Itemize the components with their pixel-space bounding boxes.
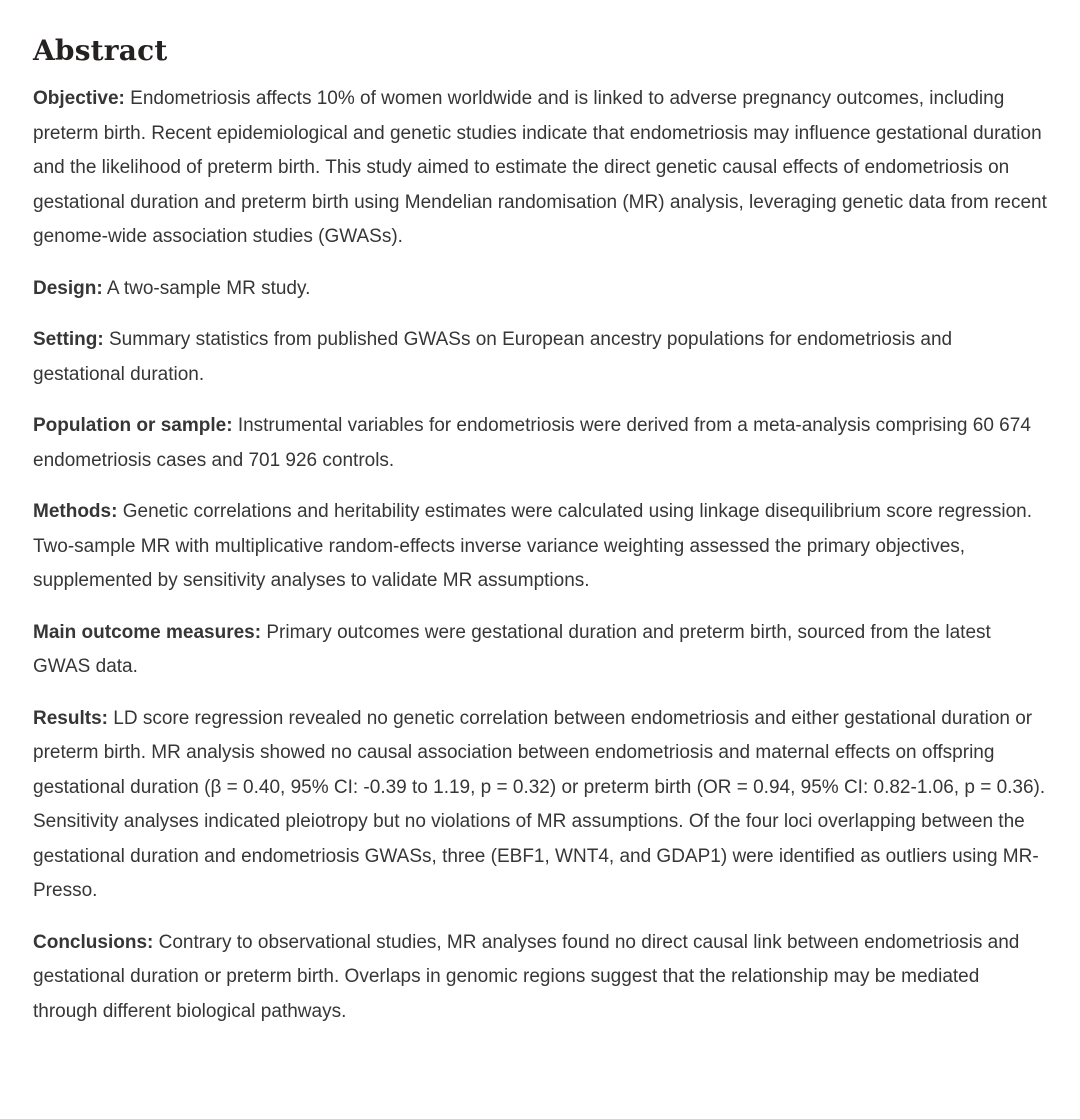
label-results: Results:	[33, 707, 108, 729]
label-setting: Setting:	[33, 329, 104, 350]
paragraph-results: Results: LD score regression revealed no…	[33, 702, 1047, 909]
paragraph-design: Design: A two-sample MR study.	[33, 272, 1047, 307]
paragraph-objective: Objective: Endometriosis affects 10% of …	[33, 82, 1047, 255]
text-objective: Endometriosis affects 10% of women world…	[33, 88, 1047, 247]
label-methods: Methods:	[33, 501, 118, 522]
text-design: A two-sample MR study.	[106, 277, 311, 299]
text-results: LD score regression revealed no genetic …	[33, 707, 1046, 902]
label-objective: Objective:	[33, 88, 125, 109]
label-design: Design:	[33, 277, 103, 299]
paragraph-population-or-sample: Population or sample: Instrumental varia…	[33, 409, 1047, 478]
text-conclusions: Contrary to observational studies, MR an…	[33, 931, 1020, 1022]
paragraph-setting: Setting: Summary statistics from publish…	[33, 323, 1047, 392]
abstract-page: Abstract Objective: Endometriosis affect…	[33, 34, 1047, 1030]
label-population-or-sample: Population or sample:	[33, 415, 233, 436]
text-main-outcome-measures: Primary outcomes were gestational durati…	[33, 621, 991, 678]
text-methods: Genetic correlations and heritability es…	[33, 501, 1033, 591]
abstract-heading: Abstract	[33, 34, 168, 67]
text-setting: Summary statistics from published GWASs …	[33, 329, 953, 385]
paragraph-conclusions: Conclusions: Contrary to observational s…	[33, 926, 1047, 1030]
paragraph-methods: Methods: Genetic correlations and herita…	[33, 495, 1047, 599]
text-population-or-sample: Instrumental variables for endometriosis…	[33, 415, 1031, 471]
paragraph-main-outcome-measures: Main outcome measures: Primary outcomes …	[33, 616, 1047, 685]
label-conclusions: Conclusions:	[33, 931, 154, 953]
label-main-outcome-measures: Main outcome measures:	[33, 621, 262, 643]
